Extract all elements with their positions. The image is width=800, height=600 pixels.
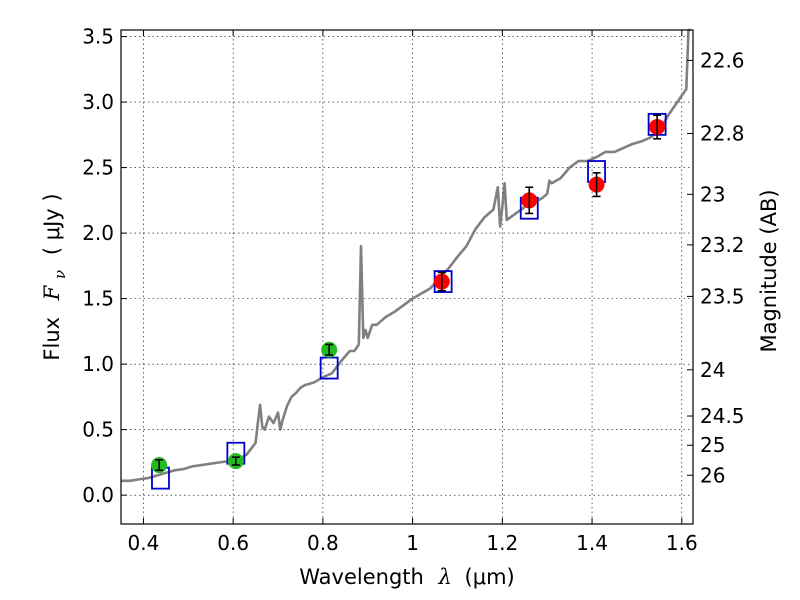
magnitude-tick-label: 26 bbox=[700, 463, 725, 487]
x-axis-label: Wavelength bbox=[299, 565, 424, 589]
spectrum-layer bbox=[121, 28, 691, 483]
magnitude-tick-label: 24.5 bbox=[700, 404, 745, 428]
axis-ticks: 0.4 0.6 0.8 1 1.2 1.4 1.6 0.0 0.5 1.0 1.5 2.0 2.5 3.0… bbox=[82, 25, 744, 555]
magnitude-tick-label: 25 bbox=[700, 433, 725, 457]
x-tick-label: 0.4 bbox=[128, 531, 160, 555]
plot-frame bbox=[120, 29, 694, 525]
y-tick-label: 2.5 bbox=[82, 156, 114, 180]
x-tick-label: 1.4 bbox=[576, 531, 608, 555]
magnitude-tick-label: 22.8 bbox=[700, 122, 745, 146]
magnitude-tick-label: 23 bbox=[700, 182, 725, 206]
x-axis-symbol: λ bbox=[438, 565, 452, 589]
x-axis-title: Wavelength λ (μm) bbox=[299, 565, 514, 589]
x-tick-label: 1 bbox=[406, 531, 419, 555]
x-axis-unit: (μm) bbox=[465, 565, 515, 589]
y-tick-label: 0.5 bbox=[82, 418, 114, 442]
magnitude-tick-label: 24 bbox=[700, 358, 725, 382]
x-tick-label: 1.6 bbox=[666, 531, 698, 555]
y-tick-label: 1.0 bbox=[82, 352, 114, 376]
y-axis-subscript: ν bbox=[51, 270, 69, 279]
y-axis-label: Flux bbox=[40, 317, 64, 361]
magnitude-tick-label: 23.2 bbox=[700, 233, 745, 257]
y2-axis-title: Magnitude (AB) bbox=[757, 189, 781, 352]
y-tick-label: 1.5 bbox=[82, 287, 114, 311]
magnitude-tick-label: 23.5 bbox=[700, 284, 745, 308]
x-tick-label: 1.2 bbox=[486, 531, 518, 555]
y-axis-unit: ( μJy ) bbox=[40, 193, 64, 255]
y-tick-label: 3.5 bbox=[82, 25, 114, 49]
y-axis-title: Flux F ν ( μJy ) bbox=[40, 193, 70, 360]
y-tick-label: 2.0 bbox=[82, 221, 114, 245]
grid-lines bbox=[121, 30, 693, 524]
magnitude-tick-label: 22.6 bbox=[700, 48, 745, 72]
x-tick-label: 0.8 bbox=[307, 531, 339, 555]
y-axis-symbol: F bbox=[40, 284, 64, 301]
spectrum-line bbox=[121, 28, 691, 483]
x-tick-label: 0.6 bbox=[217, 531, 249, 555]
observed-photometry-layer bbox=[151, 114, 666, 474]
y-tick-label: 3.0 bbox=[82, 90, 114, 114]
y-tick-label: 0.0 bbox=[82, 483, 114, 507]
